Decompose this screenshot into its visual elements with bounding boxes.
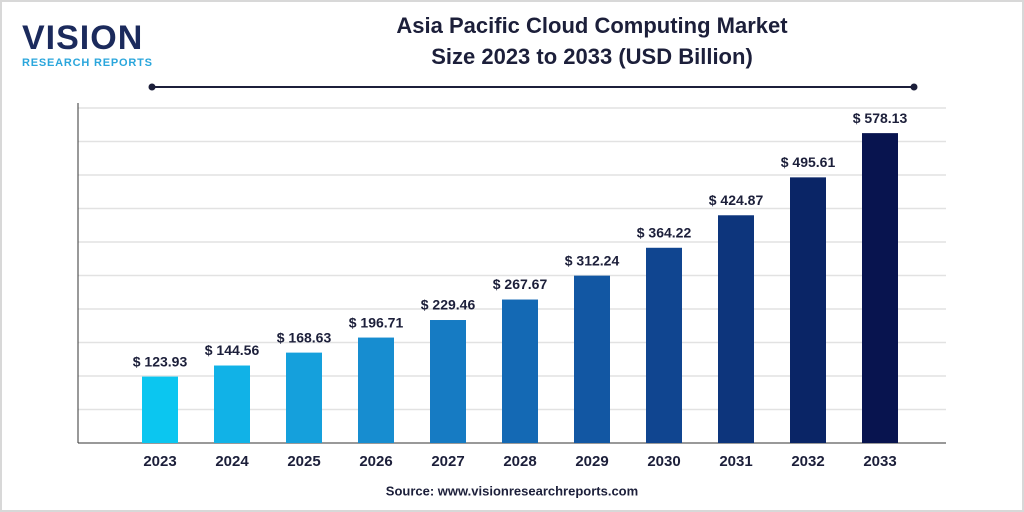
value-label: $ 312.24 (565, 252, 620, 268)
rule-dot (148, 83, 156, 91)
bar (214, 365, 250, 443)
x-tick-label: 2025 (287, 453, 320, 470)
x-tick-label: 2031 (719, 453, 752, 470)
bar (790, 177, 826, 444)
bar (430, 320, 466, 443)
bar (862, 133, 898, 443)
x-tick-label: 2024 (215, 453, 249, 470)
bar (502, 299, 538, 443)
x-tick-label: 2023 (143, 453, 176, 470)
x-tick-label: 2029 (575, 453, 608, 470)
bar (286, 352, 322, 443)
value-label: $ 267.67 (493, 276, 548, 292)
logo-name: VISION (22, 19, 143, 57)
value-label: $ 495.61 (781, 154, 836, 170)
value-label: $ 578.13 (853, 110, 908, 126)
value-label: $ 424.87 (709, 192, 764, 208)
x-tick-label: 2033 (863, 453, 896, 470)
bar (646, 247, 682, 443)
logo-tagline: RESEARCH REPORTS (22, 57, 153, 69)
bar (142, 376, 178, 443)
x-tick-label: 2026 (359, 453, 392, 470)
x-tick-label: 2030 (647, 453, 680, 470)
value-label: $ 168.63 (277, 329, 332, 345)
bar (718, 215, 754, 443)
bar (574, 275, 610, 443)
value-label: $ 196.71 (349, 314, 404, 330)
chart-title: Size 2023 to 2033 (USD Billion) (431, 44, 753, 69)
x-tick-label: 2027 (431, 453, 464, 470)
x-tick-label: 2028 (503, 453, 536, 470)
rule-dot (910, 83, 918, 91)
value-label: $ 123.93 (133, 353, 188, 369)
value-label: $ 229.46 (421, 297, 476, 313)
value-label: $ 144.56 (205, 342, 260, 358)
source: Source: www.visionresearchreports.com (386, 483, 638, 498)
bar (358, 337, 394, 443)
x-tick-label: 2032 (791, 453, 824, 470)
value-label: $ 364.22 (637, 224, 692, 240)
chart-title: Asia Pacific Cloud Computing Market (396, 13, 788, 38)
